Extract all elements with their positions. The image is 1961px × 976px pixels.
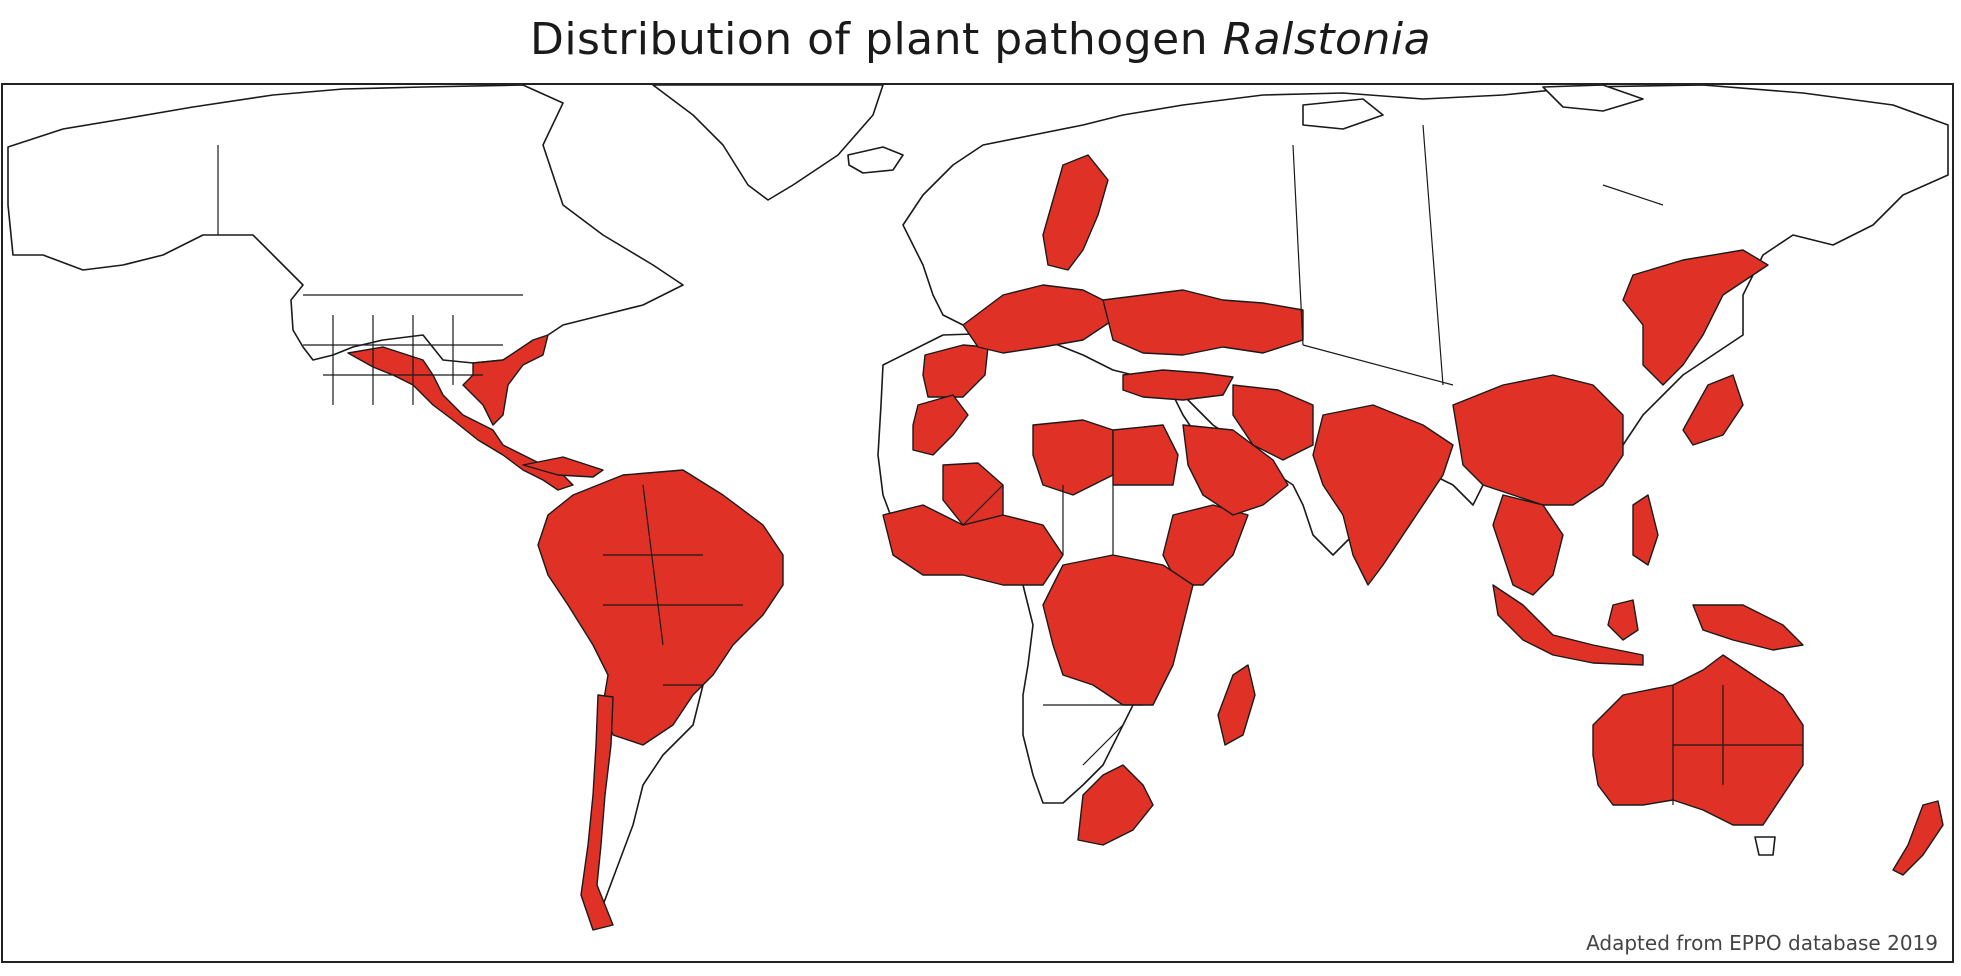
land-north-america bbox=[7, 85, 684, 364]
region-sahel bbox=[942, 462, 1004, 526]
border-africa-1 bbox=[962, 484, 1143, 766]
border-eurasia-1 bbox=[1292, 124, 1664, 386]
region-iberia bbox=[922, 344, 989, 398]
map-frame: Adapted from EPPO database 2019 bbox=[1, 83, 1954, 963]
title-text: Distribution of plant pathogen bbox=[529, 14, 1209, 65]
region-saudi-arabia bbox=[1182, 424, 1289, 516]
region-philippines bbox=[1632, 494, 1659, 566]
region-australia bbox=[1592, 654, 1804, 826]
source-credit: Adapted from EPPO database 2019 bbox=[1586, 931, 1938, 955]
region-china bbox=[1452, 374, 1624, 506]
world-map bbox=[7, 85, 1949, 931]
region-mexico-central-america bbox=[347, 346, 574, 491]
region-sulawesi bbox=[1607, 599, 1639, 641]
region-iran bbox=[1232, 384, 1314, 461]
border-australia-1 bbox=[1672, 685, 1803, 805]
region-south-america bbox=[537, 469, 784, 746]
region-south-asia bbox=[1312, 404, 1454, 586]
region-egypt bbox=[1112, 424, 1179, 486]
region-far-east bbox=[1622, 249, 1769, 386]
land-iceland bbox=[847, 146, 904, 174]
land-arctic-islands bbox=[1302, 98, 1384, 130]
region-japan bbox=[1682, 374, 1744, 446]
region-libya bbox=[1032, 419, 1114, 496]
border-us-states-1 bbox=[303, 315, 503, 405]
region-indonesia bbox=[1492, 584, 1644, 666]
title-species: Ralstonia bbox=[1222, 14, 1432, 65]
present-regions bbox=[347, 154, 1944, 931]
region-turkey bbox=[1122, 369, 1234, 401]
internal-borders bbox=[217, 124, 1803, 805]
region-chile bbox=[580, 694, 614, 931]
region-new-guinea bbox=[1692, 604, 1804, 651]
land-arctic-islands-2 bbox=[1542, 85, 1644, 112]
region-southeast-usa bbox=[462, 334, 549, 426]
region-west-africa bbox=[882, 504, 1064, 586]
region-morocco bbox=[912, 394, 969, 456]
region-new-zealand bbox=[1892, 800, 1944, 876]
region-caribbean bbox=[522, 456, 604, 478]
region-central-africa bbox=[1042, 554, 1194, 706]
region-ethiopia bbox=[1162, 504, 1249, 586]
land-greenland bbox=[652, 85, 884, 201]
region-southern-africa bbox=[1077, 764, 1154, 846]
map-title: Distribution of plant pathogen Ralstonia bbox=[0, 14, 1961, 65]
border-south-america-1 bbox=[603, 484, 743, 686]
region-scandinavia bbox=[1042, 154, 1109, 271]
land-tasmania bbox=[1754, 836, 1776, 856]
region-madagascar bbox=[1217, 664, 1256, 746]
region-southeast-asia bbox=[1492, 494, 1564, 596]
